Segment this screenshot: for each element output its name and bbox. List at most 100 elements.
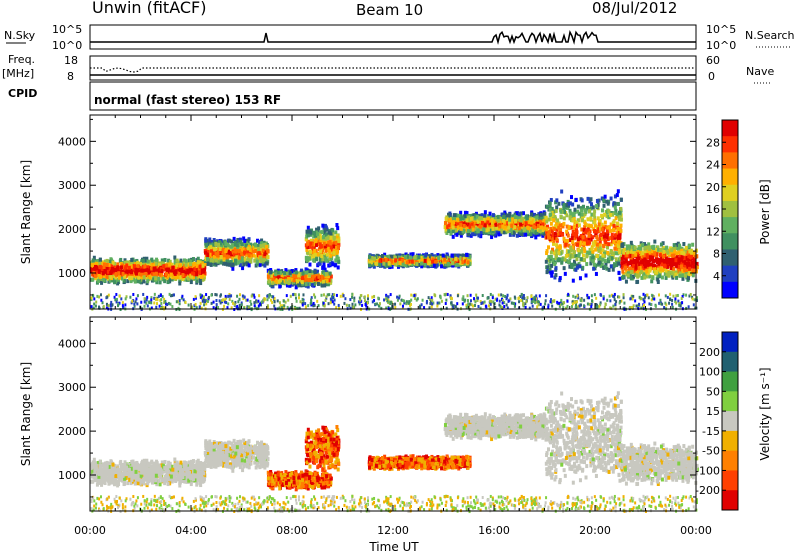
power-cell bbox=[449, 230, 453, 235]
power-cell bbox=[570, 245, 574, 250]
power-cell bbox=[125, 260, 129, 265]
power-cell bbox=[123, 258, 127, 263]
power-cell bbox=[107, 263, 111, 268]
power-cell bbox=[602, 243, 606, 248]
power-cell bbox=[329, 235, 333, 240]
power-cell bbox=[478, 224, 482, 229]
power-cell bbox=[418, 260, 422, 265]
power-cell bbox=[157, 276, 161, 281]
power-cell bbox=[533, 212, 537, 217]
power-cell bbox=[581, 246, 585, 251]
power-cell bbox=[613, 233, 617, 238]
power-cell bbox=[280, 273, 284, 278]
power-cell bbox=[337, 260, 341, 265]
power-cell bbox=[554, 273, 558, 278]
power-cell bbox=[117, 271, 121, 276]
power-cell bbox=[544, 215, 548, 220]
power-cell bbox=[563, 257, 567, 262]
power-cell bbox=[308, 229, 312, 234]
power-cell bbox=[221, 240, 225, 245]
power-cell bbox=[619, 228, 623, 233]
power-cell bbox=[519, 222, 523, 227]
power-cell bbox=[571, 278, 575, 283]
power-cell bbox=[548, 259, 552, 264]
power-cell bbox=[129, 264, 133, 269]
power-cell bbox=[238, 263, 242, 268]
power-cell bbox=[562, 203, 566, 208]
power-cell bbox=[159, 266, 163, 271]
power-cell bbox=[444, 216, 448, 221]
power-cell bbox=[266, 248, 270, 253]
power-cell bbox=[182, 270, 186, 275]
power-cell bbox=[443, 221, 447, 226]
power-cell bbox=[206, 250, 210, 255]
power-cell bbox=[305, 234, 309, 239]
power-cell bbox=[154, 276, 158, 281]
power-cell bbox=[512, 232, 516, 237]
power-cell bbox=[169, 272, 173, 277]
power-cell bbox=[521, 227, 525, 232]
power-cell bbox=[545, 219, 549, 224]
power-cell bbox=[536, 223, 540, 228]
power-cell bbox=[326, 235, 330, 240]
power-cell bbox=[305, 229, 309, 234]
power-cell bbox=[283, 271, 287, 276]
power-cell bbox=[146, 259, 150, 264]
power-cell bbox=[313, 239, 317, 244]
power-cell bbox=[137, 275, 141, 280]
power-cell bbox=[91, 268, 95, 273]
power-cell bbox=[610, 256, 614, 261]
power-cell bbox=[163, 279, 167, 284]
power-cell bbox=[372, 264, 376, 269]
power-cell bbox=[181, 273, 185, 278]
freq-unit: [MHz] bbox=[2, 67, 34, 80]
power-cell bbox=[407, 259, 411, 264]
power-cell bbox=[606, 245, 610, 250]
power-cell bbox=[398, 253, 402, 258]
power-cell bbox=[309, 249, 313, 254]
power-cell bbox=[143, 258, 147, 263]
power-cell bbox=[558, 278, 562, 283]
power-cell bbox=[578, 276, 582, 281]
power-cell bbox=[603, 224, 607, 229]
power-cell bbox=[492, 219, 496, 224]
power-cell bbox=[459, 233, 463, 238]
power-cell bbox=[599, 250, 603, 255]
power-cell bbox=[308, 269, 312, 274]
power-cell bbox=[661, 241, 665, 246]
power-cell bbox=[613, 235, 617, 240]
power-cell bbox=[123, 266, 127, 271]
power-cell bbox=[601, 257, 605, 262]
power-cell bbox=[500, 216, 504, 221]
power-cell bbox=[132, 264, 136, 269]
power-cell bbox=[575, 223, 579, 228]
power-cell bbox=[488, 211, 492, 216]
power-cell bbox=[306, 241, 310, 246]
power-cell bbox=[152, 272, 156, 277]
power-cell bbox=[100, 276, 104, 281]
power-cell bbox=[246, 238, 250, 243]
power-heatmap bbox=[90, 189, 699, 312]
power-cell bbox=[602, 251, 606, 256]
power-cell bbox=[460, 257, 464, 262]
power-cell bbox=[322, 225, 326, 230]
power-cell bbox=[260, 241, 264, 246]
power-cell bbox=[202, 269, 206, 274]
power-cell bbox=[105, 274, 109, 279]
power-cell bbox=[583, 249, 587, 254]
power-cell bbox=[405, 260, 409, 265]
power-cell bbox=[603, 254, 607, 259]
power-cell bbox=[551, 213, 555, 218]
power-cell bbox=[322, 261, 326, 266]
power-cell bbox=[254, 246, 258, 251]
power-cell bbox=[443, 254, 447, 259]
power-cell bbox=[577, 223, 581, 228]
power-cell bbox=[571, 202, 575, 207]
power-cell bbox=[555, 243, 559, 248]
power-cell bbox=[609, 196, 613, 201]
power-cell bbox=[317, 247, 321, 252]
power-cell bbox=[455, 232, 459, 237]
power-cell bbox=[495, 225, 499, 230]
power-cell bbox=[168, 277, 172, 282]
power-cell bbox=[317, 235, 321, 240]
